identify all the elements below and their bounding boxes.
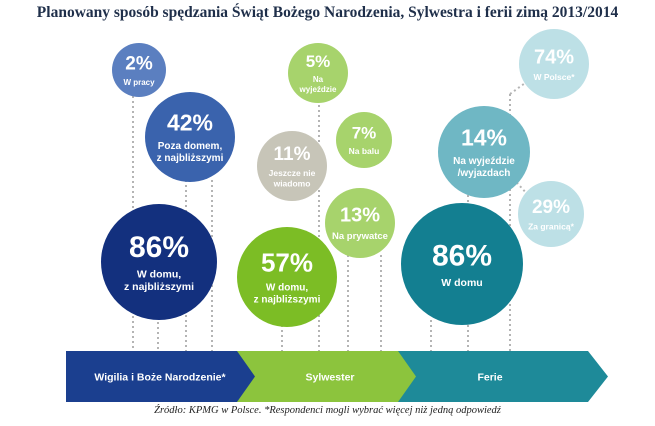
arrow-label: Wigilia i Boże Narodzenie* (94, 372, 226, 384)
bubble-label: W Polsce* (533, 72, 575, 82)
bubble-label: wiadomo (273, 178, 311, 188)
bubble-label: wyjeździe (299, 85, 337, 94)
bubble-value: 86% (129, 231, 189, 264)
bubble-label: z najbliższymi (124, 281, 194, 293)
bubble: 14% Na wyjeździe/wyjazdach (438, 106, 530, 198)
bubble-value: 5% (306, 52, 331, 71)
bubble-circle (438, 106, 530, 198)
arrow-2 (237, 351, 447, 402)
bubble-label: Na prywatce (332, 231, 388, 242)
bubble-circle (288, 43, 348, 103)
bubble-circle (325, 188, 395, 258)
bubble: 2% W pracy (112, 43, 166, 97)
bubble: 86% W domu,z najbliższymi (101, 204, 217, 320)
category-arrows: Wigilia i Boże Narodzenie* Sylwester Ferie (66, 351, 608, 402)
bubble: 13% Na prywatce (325, 188, 395, 258)
bubble-circle (257, 131, 327, 201)
bubble: 86% W domu (401, 203, 523, 325)
bubble-label: z najbliższymi (157, 153, 224, 164)
bubble-value: 42% (167, 109, 213, 135)
bubble-value: 14% (461, 124, 507, 150)
bubble-circle (101, 204, 217, 320)
bubble-label: W domu (441, 277, 482, 289)
bubble-label: Na balu (349, 146, 380, 156)
bubble: 57% W domu,z najbliższymi (237, 227, 337, 327)
arrow-label: Sylwester (305, 372, 354, 384)
bubble-label: Jeszcze nie (269, 168, 316, 178)
bubble-label: Na wyjeździe (453, 156, 515, 167)
bubble-value: 86% (432, 239, 492, 272)
arrow-1 (66, 351, 275, 402)
bubble-value: 29% (532, 197, 570, 218)
source-footnote: Źródło: KPMG w Polsce. *Respondenci mogl… (154, 405, 501, 416)
bubble: 42% Poza domem,z najbliższymi (145, 92, 235, 182)
bubble-circle (237, 227, 337, 327)
bubble-value: 13% (340, 205, 380, 227)
bubble-label: W pracy (123, 78, 155, 87)
bubble-value: 57% (261, 247, 313, 277)
bubble-value: 74% (534, 46, 574, 68)
bubble-circle (112, 43, 166, 97)
bubble: 7% Na balu (336, 112, 392, 168)
chart-title: Planowany sposób spędzania Świąt Bożego … (36, 4, 619, 21)
bubble-circle (336, 112, 392, 168)
bubble-label: Za granicą* (528, 221, 575, 231)
bubble-circle (518, 181, 584, 247)
bubble: 29% Za granicą* (518, 181, 584, 247)
bubble-label: z najbliższymi (254, 295, 321, 306)
bubble-value: 7% (352, 123, 377, 142)
bubble-label: W domu, (137, 269, 181, 281)
bubble-circle (519, 29, 589, 99)
arrow-3 (398, 351, 608, 402)
bubble-label: W domu, (266, 283, 308, 294)
bubble-circle (401, 203, 523, 325)
bubble-value: 11% (274, 144, 311, 165)
bubble-circle (145, 92, 235, 182)
bubble-label: Poza domem, (158, 141, 223, 152)
bubble-value: 2% (125, 53, 153, 74)
bubble-label: /wyjazdach (458, 168, 511, 179)
bubble-label: Na (313, 75, 324, 84)
arrow-label: Ferie (477, 372, 502, 384)
bubble: 74% W Polsce* (519, 29, 589, 99)
